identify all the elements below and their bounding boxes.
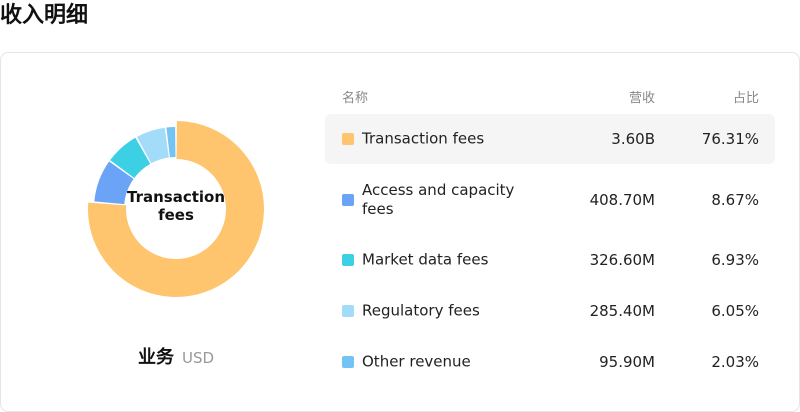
table-row[interactable]: Other revenue 95.90M 2.03% <box>325 337 775 387</box>
row-name: Transaction fees <box>362 129 485 148</box>
page-title: 收入明细 <box>0 3 89 28</box>
row-name: Regulatory fees <box>362 301 480 320</box>
donut-slice-transaction-fees[interactable] <box>88 121 264 297</box>
legend-swatch <box>342 133 354 145</box>
header-name: 名称 <box>342 91 369 106</box>
header-revenue: 营收 <box>628 91 655 106</box>
legend-swatch <box>342 305 354 317</box>
donut-center-label: Transaction fees <box>126 188 226 224</box>
revenue-card: Transaction fees 业务 USD 名称 营收 占比 Transact… <box>0 52 800 412</box>
row-share: 6.05% <box>711 302 759 320</box>
table-header: 名称 营收 占比 <box>325 87 775 107</box>
legend-swatch <box>342 356 354 368</box>
table-row[interactable]: Market data fees 326.60M 6.93% <box>325 235 775 285</box>
row-name: Market data fees <box>362 250 489 269</box>
row-share: 2.03% <box>711 353 759 371</box>
row-revenue: 95.90M <box>599 353 655 371</box>
row-share: 76.31% <box>701 130 759 148</box>
legend-swatch <box>342 194 354 206</box>
donut-slice-market-data-fees[interactable] <box>110 137 151 179</box>
donut-chart: Transaction fees <box>87 120 265 298</box>
table-row[interactable]: Regulatory fees 285.40M 6.05% <box>325 286 775 336</box>
row-revenue: 408.70M <box>589 191 655 209</box>
row-share: 8.67% <box>711 191 759 209</box>
segment-name: 业务 <box>137 347 174 368</box>
row-name: Access and capacity fees <box>362 181 515 218</box>
row-revenue: 326.60M <box>589 251 655 269</box>
row-name: Other revenue <box>362 352 471 371</box>
row-revenue: 3.60B <box>611 130 655 148</box>
legend-swatch <box>342 254 354 266</box>
donut-slice-access-and-capacity-fees[interactable] <box>94 161 134 205</box>
header-share: 占比 <box>732 91 759 106</box>
segment-caption: 业务 USD <box>1 343 351 369</box>
table-row[interactable]: Access and capacity fees 408.70M 8.67% <box>325 175 775 225</box>
table-row[interactable]: Transaction fees 3.60B 76.31% <box>325 114 775 164</box>
row-share: 6.93% <box>711 251 759 269</box>
currency-unit: USD <box>181 349 215 367</box>
row-revenue: 285.40M <box>589 302 655 320</box>
donut-svg <box>88 121 264 297</box>
donut-slice-regulatory-fees[interactable] <box>136 127 169 164</box>
donut-slice-other-revenue[interactable] <box>166 127 176 158</box>
